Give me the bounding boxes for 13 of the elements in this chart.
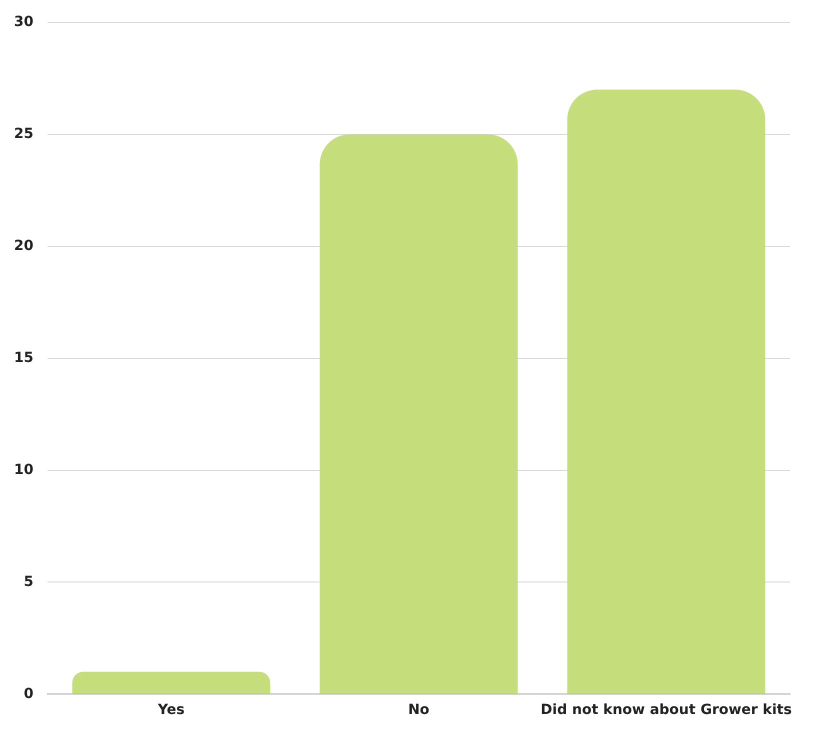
y-tick-label: 20 [14, 238, 34, 254]
y-tick-label: 10 [14, 462, 34, 478]
x-tick-label: Did not know about Grower kits [540, 702, 792, 718]
y-tick-label: 0 [24, 686, 34, 702]
bar [72, 672, 270, 694]
y-tick-label: 25 [14, 126, 34, 142]
x-tick-label: Yes [156, 702, 185, 718]
y-tick-label: 15 [14, 350, 34, 366]
bar [567, 90, 766, 694]
y-tick-label: 5 [24, 574, 34, 590]
x-tick-label: No [408, 702, 430, 718]
y-tick-label: 30 [14, 14, 34, 30]
bar [320, 134, 518, 694]
